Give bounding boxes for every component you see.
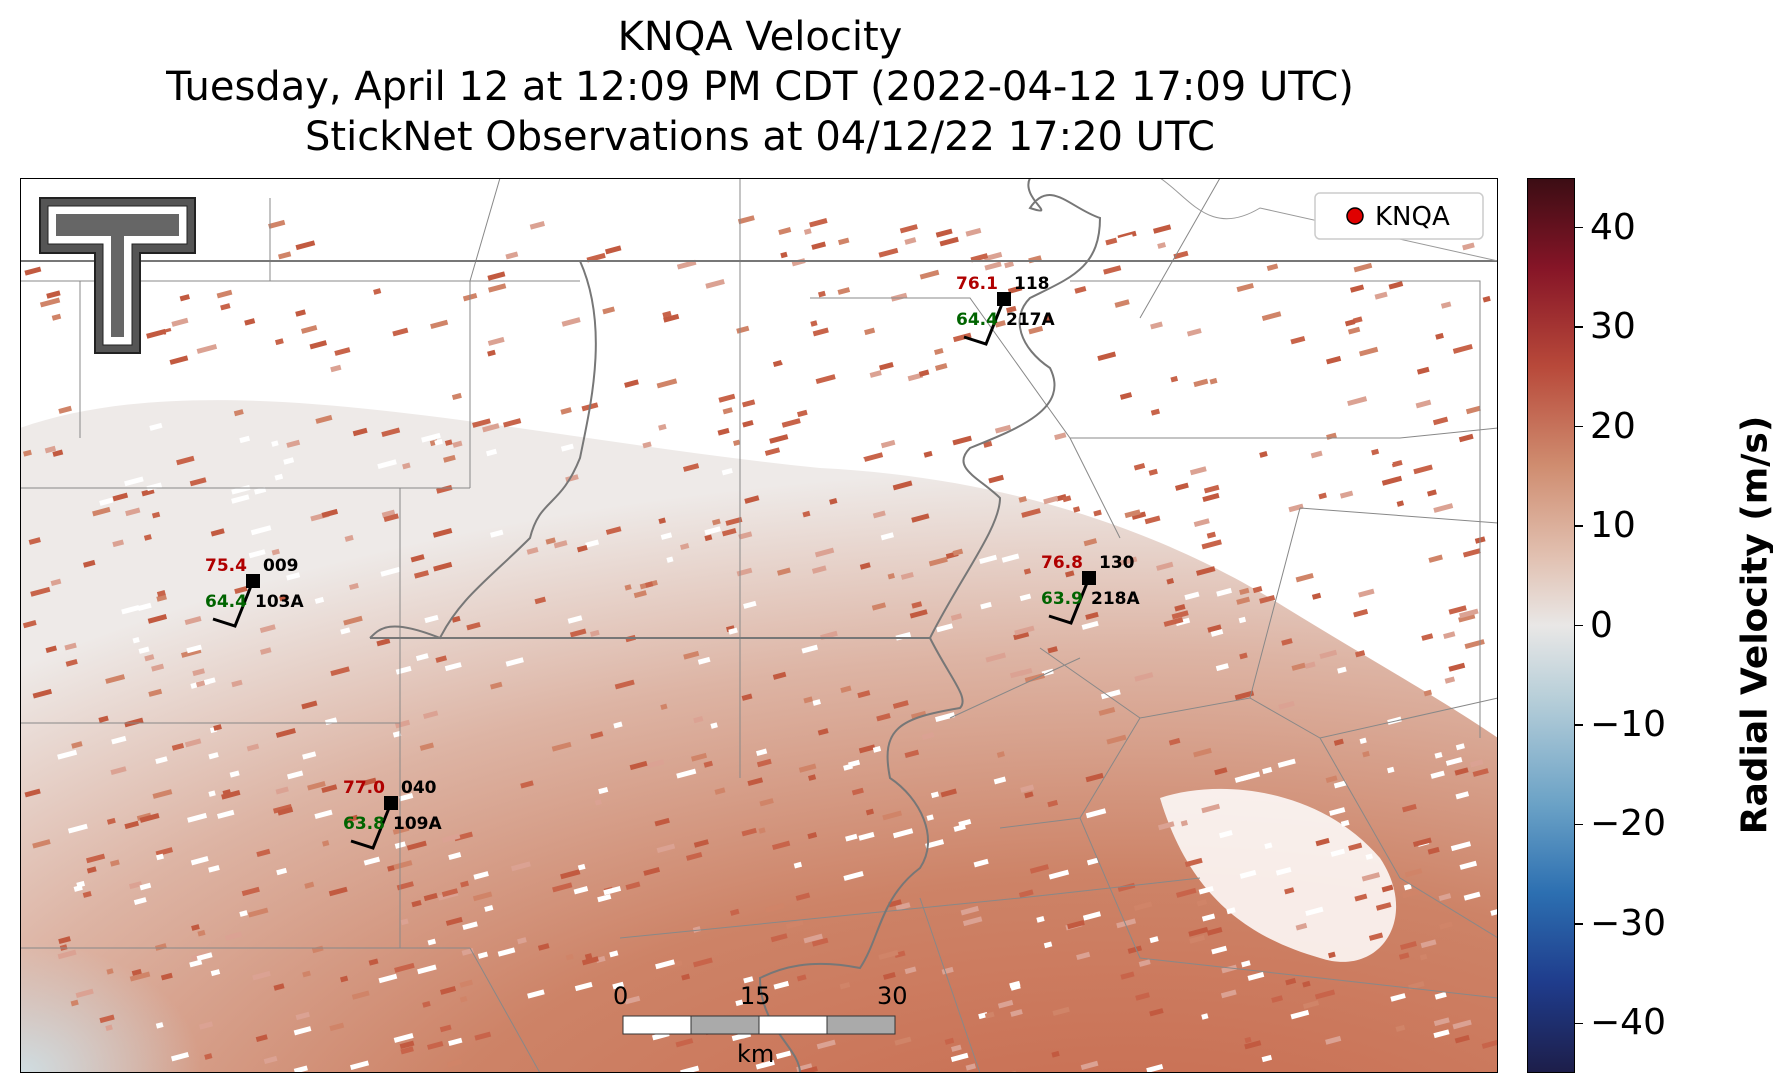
station-plot[interactable]: 76.1 118 64.4 217A [956, 274, 1055, 346]
station-dewpoint: 63.8 [343, 814, 385, 834]
legend-label: KNQA [1375, 202, 1450, 232]
wind-barb [963, 298, 1006, 346]
sticknet-stations: 75.4 009 64.4 103A 77.0 040 63.8 109A 76.1 118 64.… [205, 274, 1140, 850]
wind-barb [212, 580, 255, 628]
colorbar-tick [1575, 923, 1583, 925]
state-border-detail [1159, 178, 1498, 262]
colorbar-tick [1575, 525, 1583, 527]
station-pressure: 130 [1099, 553, 1135, 573]
colorbar-tick [1575, 326, 1583, 328]
colorbar-tick-label: −10 [1590, 703, 1666, 745]
station-dewpoint: 64.4 [956, 310, 998, 330]
station-plot[interactable]: 77.0 040 63.8 109A [343, 778, 442, 850]
colorbar-tick-label: −30 [1590, 902, 1666, 944]
wind-barb [1048, 577, 1091, 625]
scale-unit: km [737, 1040, 775, 1068]
colorbar-tick-label: −20 [1590, 803, 1666, 845]
station-dewpoint: 63.9 [1041, 589, 1083, 609]
scale-bar [622, 1015, 896, 1035]
texas-tech-double-t-logo [39, 197, 196, 354]
colorbar-tick [1575, 724, 1583, 726]
station-id: 218A [1091, 589, 1140, 609]
colorbar-tick [1575, 425, 1583, 428]
station-pressure: 009 [263, 556, 299, 576]
colorbar-tick [1575, 624, 1583, 627]
station-dewpoint: 64.4 [205, 592, 247, 612]
colorbar-tick-label: 10 [1590, 505, 1636, 547]
colorbar-tick-label: 40 [1590, 206, 1636, 248]
station-id: 109A [393, 814, 442, 834]
county-borders [20, 178, 1498, 1073]
velocity-speckles [22, 215, 1498, 1073]
radar-map[interactable]: 75.4 009 64.4 103A 77.0 040 63.8 109A 76.1 118 64.… [20, 178, 1498, 1073]
station-id: 103A [255, 592, 304, 612]
title-line-2: Tuesday, April 12 at 12:09 PM CDT (2022-… [166, 64, 1354, 110]
wind-barb [350, 802, 393, 850]
velocity-lowleft [20, 698, 540, 1073]
colorbar-tick [1575, 1022, 1583, 1025]
station-temp: 75.4 [205, 556, 247, 576]
legend-box [1314, 192, 1484, 240]
station-temp: 76.8 [1041, 553, 1083, 573]
station-temp: 76.1 [956, 274, 998, 294]
colorbar-tick-label: 0 [1590, 604, 1613, 646]
colorbar-label: Radial Velocity (m/s) [1734, 415, 1773, 835]
colorbar-tick [1575, 226, 1583, 229]
station-plot[interactable]: 75.4 009 64.4 103A [205, 556, 304, 628]
scale-label-15: 15 [740, 982, 771, 1010]
colorbar-tick-label: 20 [1590, 405, 1636, 447]
station-plot[interactable]: 76.8 130 63.9 218A [1041, 553, 1140, 625]
scale-label-0: 0 [613, 982, 629, 1010]
velocity-gap [1160, 788, 1397, 962]
colorbar [1527, 178, 1575, 1073]
radar-site-marker [1346, 207, 1364, 225]
title-line-1: KNQA Velocity [617, 14, 903, 60]
station-id: 217A [1006, 310, 1055, 330]
station-pressure: 040 [401, 778, 437, 798]
state-border [20, 178, 1498, 1073]
scale-label-30: 30 [877, 982, 908, 1010]
title-line-3: StickNet Observations at 04/12/22 17:20 … [305, 114, 1215, 160]
colorbar-tick [1575, 823, 1583, 826]
colorbar-tick-label: −40 [1590, 1002, 1666, 1044]
station-pressure: 118 [1014, 274, 1050, 294]
station-temp: 77.0 [343, 778, 385, 798]
colorbar-tick-label: 30 [1590, 306, 1636, 348]
